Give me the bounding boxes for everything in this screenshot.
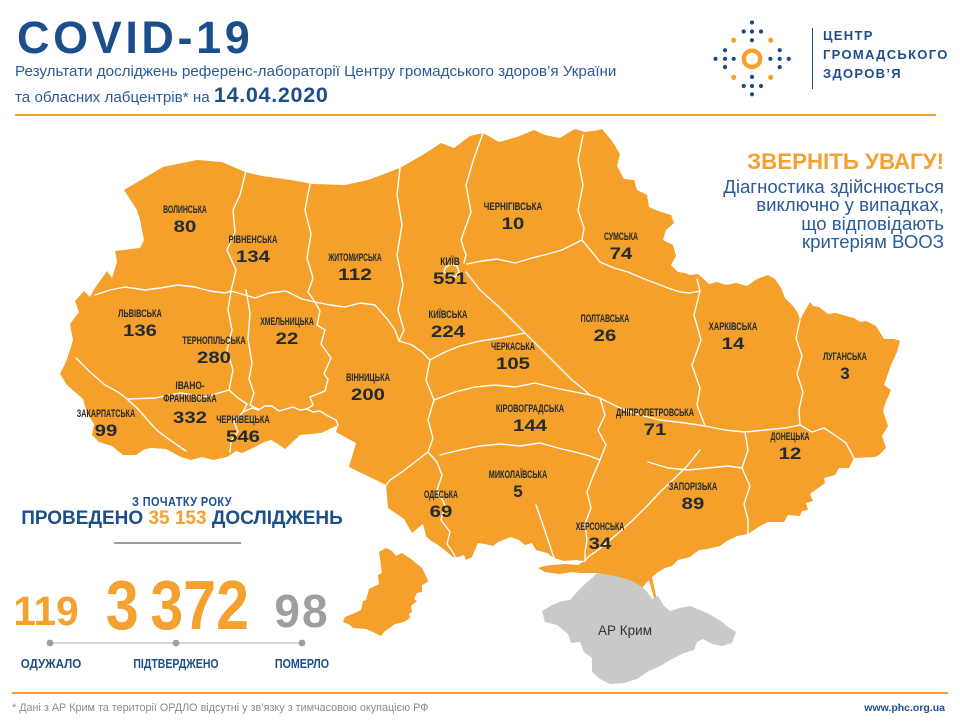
- svg-text:332: 332: [173, 408, 207, 427]
- svg-text:ТЕРНОПІЛЬСЬКА: ТЕРНОПІЛЬСЬКА: [182, 335, 245, 347]
- svg-text:СУМСЬКА: СУМСЬКА: [604, 231, 638, 243]
- svg-text:224: 224: [431, 322, 466, 341]
- svg-text:34: 34: [589, 534, 612, 553]
- svg-text:ОДЕСЬКА: ОДЕСЬКА: [424, 489, 458, 501]
- svg-text:РІВНЕНСЬКА: РІВНЕНСЬКА: [229, 234, 278, 246]
- svg-text:80: 80: [174, 217, 197, 236]
- svg-text:12: 12: [779, 444, 802, 463]
- svg-text:ПОЛТАВСЬКА: ПОЛТАВСЬКА: [581, 313, 630, 325]
- svg-text:26: 26: [594, 326, 617, 345]
- svg-text:22: 22: [276, 329, 299, 348]
- svg-text:99: 99: [95, 421, 118, 440]
- svg-text:69: 69: [430, 502, 453, 521]
- svg-text:ХМЕЛЬНИЦЬКА: ХМЕЛЬНИЦЬКА: [260, 316, 314, 328]
- svg-text:ДНІПРОПЕТРОВСЬКА: ДНІПРОПЕТРОВСЬКА: [616, 407, 694, 419]
- svg-text:10: 10: [502, 214, 525, 233]
- svg-text:112: 112: [338, 265, 372, 284]
- svg-text:200: 200: [351, 385, 385, 404]
- svg-text:КІРОВОГРАДСЬКА: КІРОВОГРАДСЬКА: [496, 403, 564, 415]
- svg-text:74: 74: [610, 244, 633, 263]
- svg-text:14: 14: [722, 334, 745, 353]
- svg-text:КИЇВ: КИЇВ: [440, 255, 460, 268]
- svg-text:ЧЕРНІВЕЦЬКА: ЧЕРНІВЕЦЬКА: [216, 414, 270, 426]
- svg-text:ЧЕРКАСЬКА: ЧЕРКАСЬКА: [491, 341, 535, 353]
- svg-text:ЗАПОРІЗЬКА: ЗАПОРІЗЬКА: [669, 481, 718, 493]
- svg-text:АР Крим: АР Крим: [598, 623, 652, 638]
- svg-text:144: 144: [513, 416, 548, 435]
- svg-text:5: 5: [513, 482, 522, 501]
- svg-text:ЧЕРНІГІВСЬКА: ЧЕРНІГІВСЬКА: [484, 201, 543, 213]
- svg-text:546: 546: [226, 427, 260, 446]
- svg-text:КИЇВСЬКА: КИЇВСЬКА: [429, 308, 468, 321]
- svg-text:ІВАНО-: ІВАНО-: [175, 380, 205, 392]
- svg-text:ХАРКІВСЬКА: ХАРКІВСЬКА: [709, 321, 758, 333]
- svg-text:ЛЬВІВСЬКА: ЛЬВІВСЬКА: [118, 308, 162, 320]
- svg-text:ФРАНКІВСЬКА: ФРАНКІВСЬКА: [163, 393, 217, 405]
- svg-text:ВІННИЦЬКА: ВІННИЦЬКА: [346, 372, 390, 384]
- svg-text:ВОЛИНСЬКА: ВОЛИНСЬКА: [163, 204, 207, 216]
- svg-text:ЛУГАНСЬКА: ЛУГАНСЬКА: [823, 351, 867, 363]
- svg-text:71: 71: [644, 420, 667, 439]
- svg-text:ХЕРСОНСЬКА: ХЕРСОНСЬКА: [576, 521, 625, 533]
- svg-text:280: 280: [197, 348, 231, 367]
- svg-text:ЗАКАРПАТСЬКА: ЗАКАРПАТСЬКА: [77, 408, 136, 420]
- svg-text:136: 136: [123, 321, 157, 340]
- svg-text:551: 551: [433, 269, 467, 288]
- svg-text:МИКОЛАЇВСЬКА: МИКОЛАЇВСЬКА: [489, 468, 548, 481]
- svg-text:3: 3: [840, 364, 849, 383]
- svg-text:ЖИТОМИРСЬКА: ЖИТОМИРСЬКА: [328, 252, 382, 264]
- svg-text:89: 89: [682, 494, 705, 513]
- svg-text:105: 105: [496, 354, 530, 373]
- svg-text:134: 134: [236, 247, 271, 266]
- svg-text:ДОНЕЦЬКА: ДОНЕЦЬКА: [771, 431, 810, 443]
